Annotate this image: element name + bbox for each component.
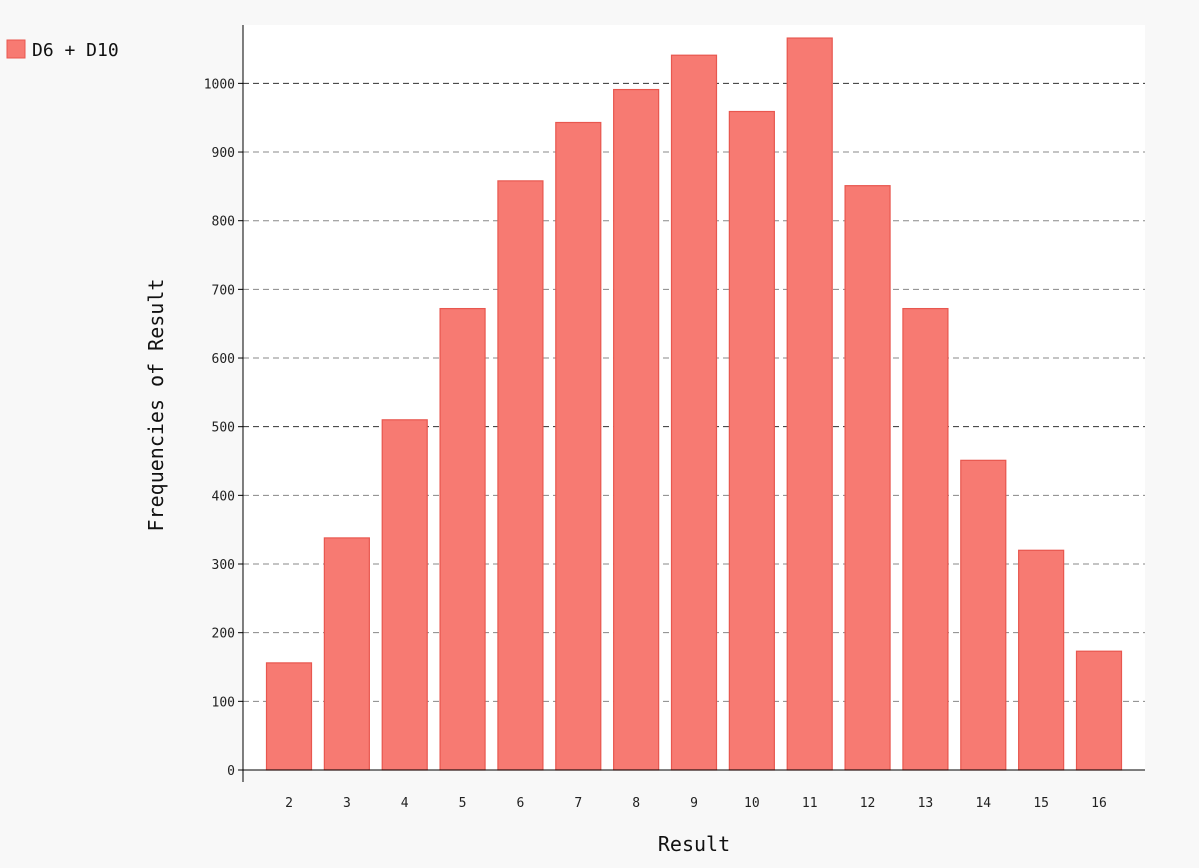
bar-8[interactable]: [613, 88, 660, 771]
bar-12[interactable]: [844, 185, 891, 771]
x-tick-label: 10: [744, 796, 760, 811]
y-tick-label: 900: [212, 146, 235, 161]
x-tick-label: 9: [690, 796, 698, 811]
bar-7[interactable]: [555, 121, 602, 771]
y-tick-label: 1000: [204, 77, 235, 92]
x-tick-label: 15: [1033, 796, 1049, 811]
y-tick-labels: 0 100 200 300 400 500 600 700 800 900 1000: [204, 77, 243, 779]
bar-5[interactable]: [439, 307, 486, 771]
y-tick-label: 100: [212, 695, 235, 710]
x-tick-label: 16: [1091, 796, 1107, 811]
bar-14[interactable]: [960, 459, 1007, 771]
x-axis-title: Result: [658, 832, 730, 856]
x-tick-label: 2: [285, 796, 293, 811]
y-tick-label: 400: [212, 489, 235, 504]
x-tick-label: 13: [918, 796, 934, 811]
bar-10[interactable]: [728, 110, 775, 771]
x-tick-label: 14: [975, 796, 991, 811]
bar-4[interactable]: [381, 419, 428, 771]
bar-2[interactable]: [265, 662, 313, 771]
bar-16[interactable]: [1075, 650, 1123, 771]
legend-label: D6 + D10: [32, 40, 119, 61]
y-tick-label: 300: [212, 558, 235, 573]
x-tick-label: 7: [574, 796, 582, 811]
bar-11[interactable]: [786, 37, 833, 771]
x-tick-label: 11: [802, 796, 818, 811]
y-axis-title: Frequencies of Result: [144, 279, 168, 532]
bar-9[interactable]: [670, 54, 718, 771]
x-tick-labels: 2 3 4 5 6 7 8 9 10 11 12 13 14 15 16: [285, 796, 1107, 811]
y-tick-label: 600: [212, 352, 235, 367]
legend-swatch: [6, 39, 26, 59]
legend[interactable]: D6 + D10: [6, 39, 119, 61]
bar-13[interactable]: [902, 307, 949, 771]
x-tick-label: 12: [860, 796, 876, 811]
y-tick-label: 0: [227, 764, 235, 779]
bar-3[interactable]: [323, 537, 370, 771]
x-tick-label: 4: [401, 796, 409, 811]
bar-6[interactable]: [497, 180, 544, 771]
y-tick-label: 700: [212, 283, 235, 298]
x-tick-label: 6: [517, 796, 525, 811]
x-tick-label: 8: [632, 796, 640, 811]
bars: [265, 37, 1123, 771]
y-tick-label: 800: [212, 215, 235, 230]
x-tick-label: 3: [343, 796, 351, 811]
bar-15[interactable]: [1018, 549, 1065, 771]
x-tick-label: 5: [459, 796, 467, 811]
y-tick-label: 200: [212, 627, 235, 642]
y-tick-label: 500: [212, 421, 235, 436]
